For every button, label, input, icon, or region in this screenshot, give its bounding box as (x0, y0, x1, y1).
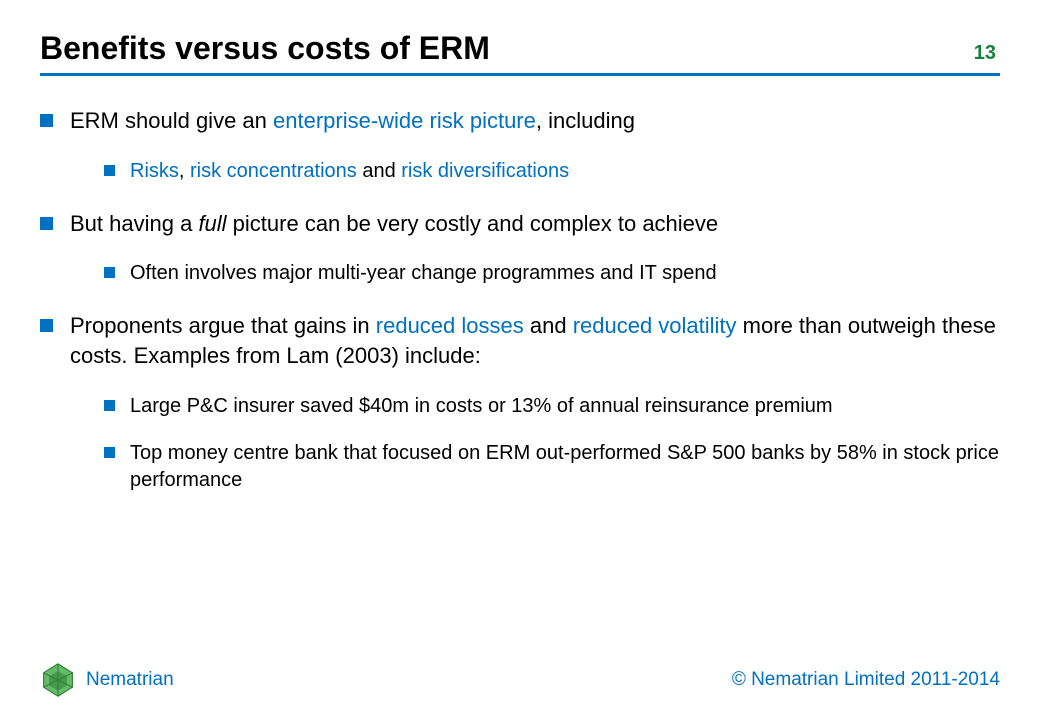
bullet-level1: ERM should give an enterprise-wide risk … (40, 106, 1000, 185)
italic-text: full (198, 211, 226, 236)
page-number: 13 (974, 42, 1000, 67)
highlighted-text: Risks (130, 160, 179, 182)
bullet-level2: Risks, risk concentrations and risk dive… (104, 158, 1000, 185)
bullet-level1: But having a full picture can be very co… (40, 209, 1000, 288)
bullet-text: and (524, 313, 573, 338)
highlighted-text: reduced volatility (573, 313, 737, 338)
sub-bullet-list: Risks, risk concentrations and risk dive… (70, 158, 1000, 185)
nematrian-logo-icon (40, 662, 76, 698)
footer-left: Nematrian (40, 662, 174, 698)
slide-header: Benefits versus costs of ERM 13 (40, 30, 1000, 76)
bullet-list: ERM should give an enterprise-wide risk … (40, 106, 1000, 494)
bullet-level1: Proponents argue that gains in reduced l… (40, 311, 1000, 493)
highlighted-text: risk concentrations (190, 160, 357, 182)
highlighted-text: reduced losses (376, 313, 524, 338)
bullet-level2: Often involves major multi-year change p… (104, 260, 1000, 287)
sub-bullet-list: Often involves major multi-year change p… (70, 260, 1000, 287)
bullet-text: Proponents argue that gains in (70, 313, 376, 338)
bullet-text: , including (536, 108, 635, 133)
bullet-level2: Large P&C insurer saved $40m in costs or… (104, 393, 1000, 420)
footer-brand: Nematrian (86, 669, 174, 691)
bullet-text: Top money centre bank that focused on ER… (130, 442, 999, 491)
slide-content: ERM should give an enterprise-wide risk … (40, 106, 1000, 494)
bullet-text: picture can be very costly and complex t… (227, 211, 719, 236)
bullet-text: and (357, 160, 401, 182)
slide-footer: Nematrian © Nematrian Limited 2011-2014 (40, 662, 1000, 698)
footer-copyright: © Nematrian Limited 2011-2014 (732, 669, 1000, 691)
bullet-level2: Top money centre bank that focused on ER… (104, 440, 1000, 494)
highlighted-text: risk diversifications (401, 160, 569, 182)
bullet-text: , (179, 160, 190, 182)
slide: Benefits versus costs of ERM 13 ERM shou… (0, 0, 1040, 720)
bullet-text: But having a (70, 211, 198, 236)
highlighted-text: enterprise-wide risk picture (273, 108, 536, 133)
slide-title: Benefits versus costs of ERM (40, 30, 490, 67)
bullet-text: ERM should give an (70, 108, 273, 133)
bullet-text: Large P&C insurer saved $40m in costs or… (130, 395, 833, 417)
sub-bullet-list: Large P&C insurer saved $40m in costs or… (70, 393, 1000, 494)
bullet-text: Often involves major multi-year change p… (130, 262, 717, 284)
